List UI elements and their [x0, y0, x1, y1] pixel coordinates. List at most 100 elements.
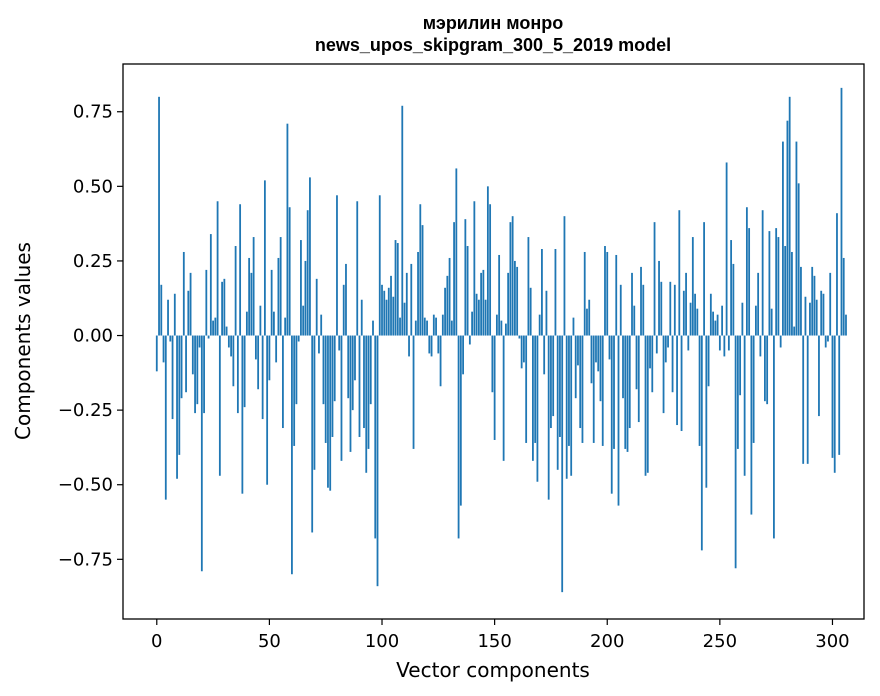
bar	[586, 308, 588, 336]
bar	[624, 335, 627, 449]
bar	[171, 335, 174, 420]
bar	[714, 320, 717, 336]
bar	[295, 335, 298, 405]
bar	[173, 293, 176, 336]
bar	[541, 249, 543, 336]
bar	[187, 290, 190, 336]
bar	[378, 195, 381, 336]
bar	[635, 335, 638, 390]
bar	[613, 335, 615, 449]
bar	[473, 201, 476, 336]
bar	[678, 210, 681, 336]
bar	[700, 335, 703, 551]
bar	[385, 299, 388, 336]
bar	[399, 317, 401, 336]
bar	[813, 275, 816, 336]
bar	[507, 272, 510, 336]
bar	[302, 305, 305, 336]
bar	[520, 335, 523, 369]
bar	[716, 314, 719, 336]
bar	[230, 335, 233, 357]
bar	[167, 299, 169, 336]
bar	[268, 335, 271, 381]
x-axis: 0 50 100 150 200 250 300	[151, 619, 850, 652]
bar	[333, 335, 336, 402]
bar	[349, 335, 352, 452]
y-axis: 0.75 0.50 0.25 0.00 −0.25 −0.50 −0.75	[58, 102, 123, 570]
bar	[212, 320, 214, 336]
bar	[673, 284, 676, 336]
chart-subtitle: news_upos_skipgram_300_5_2019 model	[315, 35, 671, 55]
bar	[327, 335, 329, 488]
bar	[773, 335, 775, 539]
bar	[376, 335, 379, 587]
bar	[500, 320, 503, 336]
bar	[838, 335, 841, 455]
bar	[241, 335, 244, 494]
bar	[662, 335, 665, 414]
bar	[320, 314, 323, 336]
bar	[655, 335, 658, 354]
bar	[176, 335, 178, 479]
bar	[597, 335, 600, 372]
bar	[477, 299, 480, 336]
bar	[804, 296, 807, 336]
bar	[836, 213, 838, 336]
bar	[502, 335, 505, 461]
bar	[430, 335, 433, 357]
bar	[723, 335, 726, 357]
bar	[527, 237, 530, 336]
bar	[800, 266, 802, 336]
bar	[448, 257, 451, 336]
bar	[236, 335, 239, 414]
bar	[730, 240, 733, 336]
bar	[309, 177, 311, 336]
bar	[484, 299, 487, 336]
bar	[568, 335, 570, 446]
bar	[622, 335, 624, 399]
bar	[178, 335, 181, 455]
bar	[550, 335, 552, 429]
bar	[381, 284, 383, 336]
bar	[284, 317, 287, 336]
bar	[795, 141, 798, 336]
bar	[277, 257, 280, 336]
bar	[444, 287, 446, 336]
bar	[761, 210, 764, 336]
bar	[340, 335, 343, 461]
bar	[423, 317, 426, 336]
bar	[252, 237, 255, 336]
bar	[282, 335, 284, 429]
bar	[288, 207, 291, 336]
x-tick-label: 100	[365, 631, 399, 652]
bar	[788, 96, 791, 336]
chart-title: мэрилин монро	[423, 13, 563, 33]
bar	[216, 201, 219, 336]
bar	[322, 335, 325, 405]
bar	[757, 272, 760, 336]
bar	[471, 311, 473, 336]
bar	[354, 335, 356, 381]
bar	[414, 320, 417, 336]
bar	[315, 278, 318, 336]
bar	[770, 308, 773, 336]
bar	[275, 335, 278, 363]
bar	[225, 326, 228, 336]
bar	[739, 335, 742, 396]
bar	[529, 287, 532, 336]
bar	[752, 335, 755, 443]
y-tick-label: 0.00	[73, 326, 113, 347]
bar	[318, 335, 320, 354]
bar	[205, 269, 208, 336]
bar	[338, 335, 341, 351]
bar	[504, 323, 507, 336]
bar	[313, 335, 316, 470]
bar	[561, 335, 564, 593]
bar	[604, 246, 606, 336]
bar	[827, 335, 829, 342]
bar	[543, 335, 546, 375]
bar	[248, 257, 251, 336]
bar	[552, 335, 555, 417]
bar	[394, 240, 397, 336]
bar	[383, 290, 386, 336]
